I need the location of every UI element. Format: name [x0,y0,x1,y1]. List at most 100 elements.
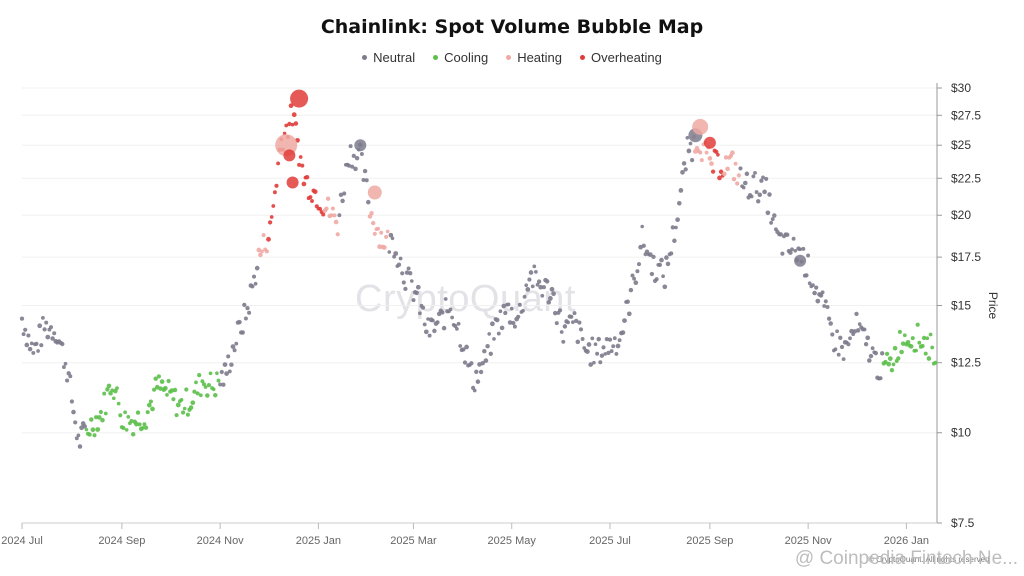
bubble-neutral [408,271,413,276]
bubble-cooling [185,412,190,417]
bubble-heating [730,150,735,156]
bubble-neutral [354,155,360,161]
bubble-overheating [288,103,294,109]
bubble-neutral [569,314,574,319]
bubble-neutral [39,343,44,348]
bubble-neutral [835,329,839,334]
bubble-neutral [863,342,869,347]
bubble-cooling [113,388,118,394]
bubble-cooling [102,391,107,396]
bubble-neutral [443,297,448,301]
bubble-neutral [527,277,532,282]
bubble-neutral [839,344,845,350]
bubble-neutral [409,279,414,283]
bubble-cooling [121,426,126,430]
bubble-neutral [606,350,611,356]
bubble-cooling [126,415,131,419]
bubble-cooling [899,349,904,355]
large-bubble-neutral [794,254,807,267]
bubble-neutral [677,201,682,206]
bubble-cooling [203,385,208,389]
bubble-heating [371,220,376,226]
bubble-neutral [614,351,619,356]
grid-lines [22,87,937,524]
bubble-neutral [524,283,528,288]
bubble-neutral [253,281,258,286]
legend-marker-neutral [362,55,368,60]
bubble-overheating [308,195,313,200]
bubble-neutral [36,349,40,353]
bubble-overheating [293,121,299,126]
bubble-neutral [509,306,514,311]
bubble-neutral [498,309,503,314]
bubble-neutral [63,361,68,366]
bubble-cooling [923,351,928,356]
bubble-neutral [435,320,440,325]
legend-item-cooling[interactable]: Cooling [433,50,488,65]
y-tick-label: $30 [951,81,971,95]
bubble-neutral [512,324,517,329]
bubble-neutral [562,324,568,329]
bubble-neutral [68,374,73,379]
legend-item-heating[interactable]: Heating [506,50,562,65]
bubble-neutral [224,371,229,376]
bubble-neutral [69,399,74,404]
chart-title: Chainlink: Spot Volume Bubble Map [320,16,704,38]
bubble-cooling [926,356,932,361]
bubble-neutral [76,433,81,438]
bubble-cooling [197,372,202,378]
legend-marker-cooling [433,55,439,60]
bubble-neutral [254,265,260,271]
bubble-cooling [891,362,896,367]
bubble-neutral [641,243,646,248]
bubble-neutral [462,360,468,365]
bubble-neutral [749,194,754,199]
bubble-cooling [92,433,97,438]
bubble-neutral [218,382,223,387]
bubble-neutral [647,252,653,257]
bubble-cooling [908,344,914,349]
x-tick-label: 2025 Mar [390,535,437,547]
bubble-heating [330,206,335,211]
bubble-heating [707,156,713,161]
bubble-neutral [222,362,228,367]
bubble-neutral [74,436,79,441]
bubble-neutral [441,325,447,331]
bubble-neutral [586,342,592,347]
bubble-overheating [718,169,724,175]
bubble-neutral [359,152,364,156]
bubble-neutral [833,347,838,352]
bubble-cooling [94,415,99,420]
bubble-neutral [232,348,237,353]
bubble-neutral [764,176,769,181]
bubble-neutral [388,232,394,238]
bubble-cooling [930,345,935,350]
bubble-neutral [846,342,851,347]
bubble-neutral [522,294,527,299]
x-tick-label: 2025 May [488,535,537,547]
bubble-neutral [812,290,817,296]
bubble-overheating [284,123,289,128]
bubble-neutral [541,285,546,290]
bubble-neutral [681,161,687,166]
bubble-heating [725,166,730,172]
bubble-neutral [755,199,761,204]
bubble-neutral [247,310,252,315]
bubble-neutral [609,349,614,354]
bubble-neutral [485,343,490,349]
bubble-neutral [540,293,545,298]
large-bubble-heating [367,185,382,200]
bubble-neutral [790,247,794,252]
bubble-neutral [630,273,635,278]
bubble-neutral [828,321,833,326]
bubble-heating [722,171,727,177]
bubble-neutral [604,337,609,342]
y-tick-label: $27.5 [951,108,981,122]
bubble-cooling [208,371,213,376]
bubble-cooling [111,396,116,401]
chart-legend: Neutral Cooling Heating Overheating [0,50,1024,65]
legend-label-heating: Heating [517,50,562,65]
legend-item-neutral[interactable]: Neutral [362,50,415,65]
bubble-neutral [453,323,458,329]
legend-item-overheating[interactable]: Overheating [580,50,662,65]
